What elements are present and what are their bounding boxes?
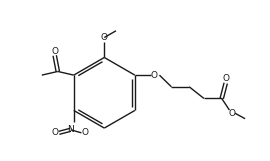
Text: N: N bbox=[67, 125, 74, 134]
Text: O: O bbox=[51, 47, 58, 56]
Text: O: O bbox=[82, 128, 89, 137]
Text: O: O bbox=[229, 109, 236, 118]
Text: O: O bbox=[52, 128, 59, 137]
Text: O: O bbox=[101, 33, 108, 42]
Text: O: O bbox=[222, 74, 229, 83]
Text: O: O bbox=[150, 71, 157, 80]
